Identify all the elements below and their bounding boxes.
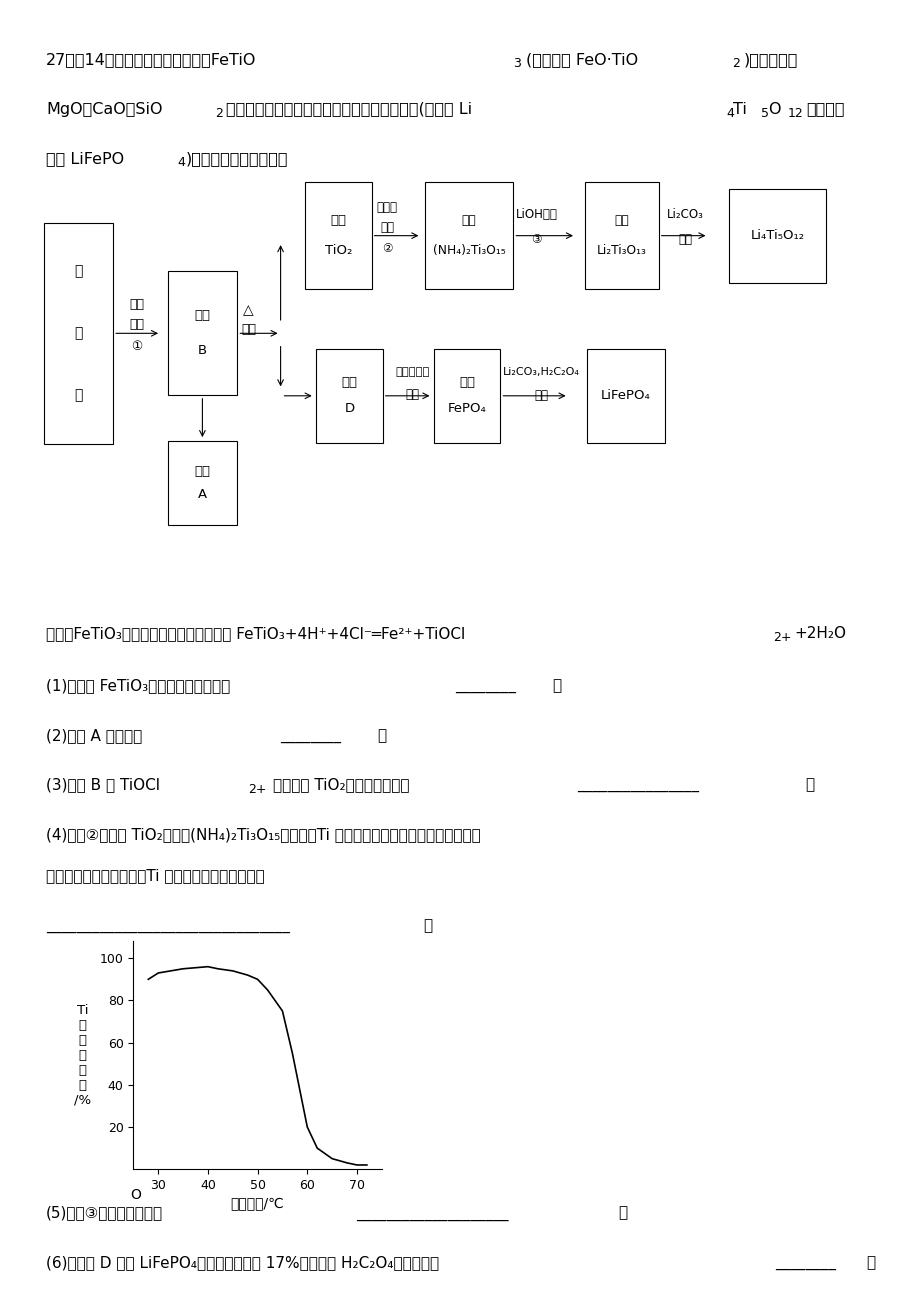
Bar (586, 349, 664, 443)
Text: ③: ③ (530, 233, 541, 246)
Text: (4)反应②中固体 TiO₂转化成(NH₄)₂Ti₃O₁₅溶液时，Ti 元素的浸出率与反应温度的关系如图: (4)反应②中固体 TiO₂转化成(NH₄)₂Ti₃O₁₅溶液时，Ti 元素的浸… (46, 827, 481, 842)
Text: 滤液: 滤液 (194, 310, 210, 323)
Text: Li₂Ti₃O₁₃: Li₂Ti₃O₁₃ (596, 243, 646, 256)
Text: 3: 3 (513, 57, 521, 70)
Text: )，含有少量: )，含有少量 (743, 52, 797, 68)
Text: O: O (130, 1189, 142, 1202)
Text: 。: 。 (618, 1206, 627, 1221)
Text: 。: 。 (551, 678, 561, 694)
Bar (584, 182, 658, 289)
Text: 已知：FeTiO₃与盐酸反应的离子方程式为 FeTiO₃+4H⁺+4Cl⁻═Fe²⁺+TiOCl: 已知：FeTiO₃与盐酸反应的离子方程式为 FeTiO₃+4H⁺+4Cl⁻═Fe… (46, 626, 465, 642)
Text: ________: ________ (280, 728, 341, 743)
Text: 。: 。 (804, 777, 813, 793)
Text: (3)滤液 B 中 TiOCl: (3)滤液 B 中 TiOCl (46, 777, 165, 793)
Text: 锻烧: 锻烧 (533, 389, 548, 402)
Text: Ti
元
素
浸
出
率
/%: Ti 元 素 浸 出 率 /% (74, 1004, 91, 1107)
Bar (305, 182, 371, 289)
Bar (44, 223, 112, 444)
Text: ________________: ________________ (576, 777, 698, 793)
Text: 过滤: 过滤 (241, 323, 255, 336)
Text: 铁: 铁 (74, 327, 83, 340)
Text: ________: ________ (455, 678, 516, 694)
X-axis label: 反应温度/℃: 反应温度/℃ (231, 1197, 284, 1210)
Text: △: △ (243, 303, 254, 316)
Bar (425, 182, 513, 289)
Text: ②: ② (381, 242, 392, 255)
Bar (729, 189, 825, 283)
Text: 沉淤: 沉淤 (459, 376, 475, 389)
Text: TiO₂: TiO₂ (324, 243, 352, 256)
Text: (可表示为 FeO·TiO: (可表示为 FeO·TiO (526, 52, 638, 68)
Text: 2+: 2+ (248, 783, 267, 796)
Text: A: A (198, 488, 207, 501)
Text: LiOH溶液: LiOH溶液 (515, 208, 557, 221)
Text: 。: 。 (866, 1255, 875, 1271)
Text: D: D (344, 402, 355, 415)
Text: )的工业流程如图所示：: )的工业流程如图所示： (186, 151, 288, 167)
Text: (6)由滤液 D 制备 LiFePO₄的过程中，所需 17%双氧水与 H₂C₂O₄的质量比是: (6)由滤液 D 制备 LiFePO₄的过程中，所需 17%双氧水与 H₂C₂O… (46, 1255, 438, 1271)
Text: 2+: 2+ (772, 631, 790, 644)
Text: 2: 2 (215, 107, 223, 120)
Text: 。: 。 (423, 918, 432, 934)
Bar (316, 349, 382, 443)
Text: (NH₄)₂Ti₃O₁₅: (NH₄)₂Ti₃O₁₅ (432, 243, 505, 256)
Text: 4: 4 (725, 107, 733, 120)
Text: MgO、CaO、SiO: MgO、CaO、SiO (46, 102, 163, 117)
Text: 所示。反应温度过高时，Ti 元素浸出率下降的原因是: 所示。反应温度过高时，Ti 元素浸出率下降的原因是 (46, 868, 265, 884)
Text: 双氧水: 双氧水 (377, 201, 397, 214)
Text: 溶液: 溶液 (461, 215, 476, 228)
Text: (5)反应③的化学方程式是: (5)反应③的化学方程式是 (46, 1206, 163, 1221)
Text: ________: ________ (775, 1255, 835, 1271)
Text: 过滤: 过滤 (130, 318, 144, 331)
Text: (1)化合物 FeTiO₃中铁元素的化合价是: (1)化合物 FeTiO₃中铁元素的化合价是 (46, 678, 230, 694)
Text: 27．（14分）钓铁矿的主要成分为FeTiO: 27．（14分）钓铁矿的主要成分为FeTiO (46, 52, 256, 68)
Text: 转化生成 TiO₂的离子方程式是: 转化生成 TiO₂的离子方程式是 (273, 777, 409, 793)
Text: O: O (767, 102, 780, 117)
Text: Li₂CO₃: Li₂CO₃ (666, 208, 703, 221)
Text: FePO₄: FePO₄ (448, 402, 486, 415)
Text: 滤液: 滤液 (341, 376, 357, 389)
Text: 钓: 钓 (74, 264, 83, 279)
Bar (168, 272, 237, 396)
Bar (434, 349, 500, 443)
Text: 12: 12 (787, 107, 802, 120)
Text: 氨水: 氨水 (380, 221, 394, 234)
Text: 铁锂 LiFePO: 铁锂 LiFePO (46, 151, 124, 167)
Text: (2)滤渣 A 的成分是: (2)滤渣 A 的成分是 (46, 728, 142, 743)
Text: 盐酸: 盐酸 (130, 298, 144, 311)
Text: 2: 2 (732, 57, 740, 70)
Text: LiFePO₄: LiFePO₄ (600, 389, 650, 402)
Text: B: B (198, 344, 207, 357)
Text: Li₂CO₃,H₂C₂O₄: Li₂CO₃,H₂C₂O₄ (502, 367, 579, 378)
Text: 矿: 矿 (74, 388, 83, 402)
Bar (168, 440, 237, 526)
Text: 双氧水磷酸: 双氧水磷酸 (394, 367, 429, 378)
Text: 沉淤: 沉淤 (330, 215, 346, 228)
Text: 。: 。 (377, 728, 386, 743)
Text: 沉淤: 沉淤 (614, 215, 629, 228)
Text: 锻烧: 锻烧 (677, 233, 692, 246)
Text: ____________________: ____________________ (356, 1206, 508, 1221)
Text: 和磷酸亚: 和磷酸亚 (805, 102, 844, 117)
Text: 等杂质。利用钓铁矿制备锂离子电池电极材料(钓酸锂 Li: 等杂质。利用钓铁矿制备锂离子电池电极材料(钓酸锂 Li (226, 102, 472, 117)
Text: 滤渣: 滤渣 (194, 465, 210, 478)
Text: Ti: Ti (732, 102, 746, 117)
Text: 过滤: 过滤 (404, 388, 419, 401)
Text: Li₄Ti₅O₁₂: Li₄Ti₅O₁₂ (750, 229, 803, 242)
Text: +2H₂O: +2H₂O (793, 626, 845, 642)
Text: 5: 5 (760, 107, 768, 120)
Text: ________________________________: ________________________________ (46, 918, 289, 934)
Text: 4: 4 (177, 156, 186, 169)
Text: ①: ① (131, 340, 142, 353)
